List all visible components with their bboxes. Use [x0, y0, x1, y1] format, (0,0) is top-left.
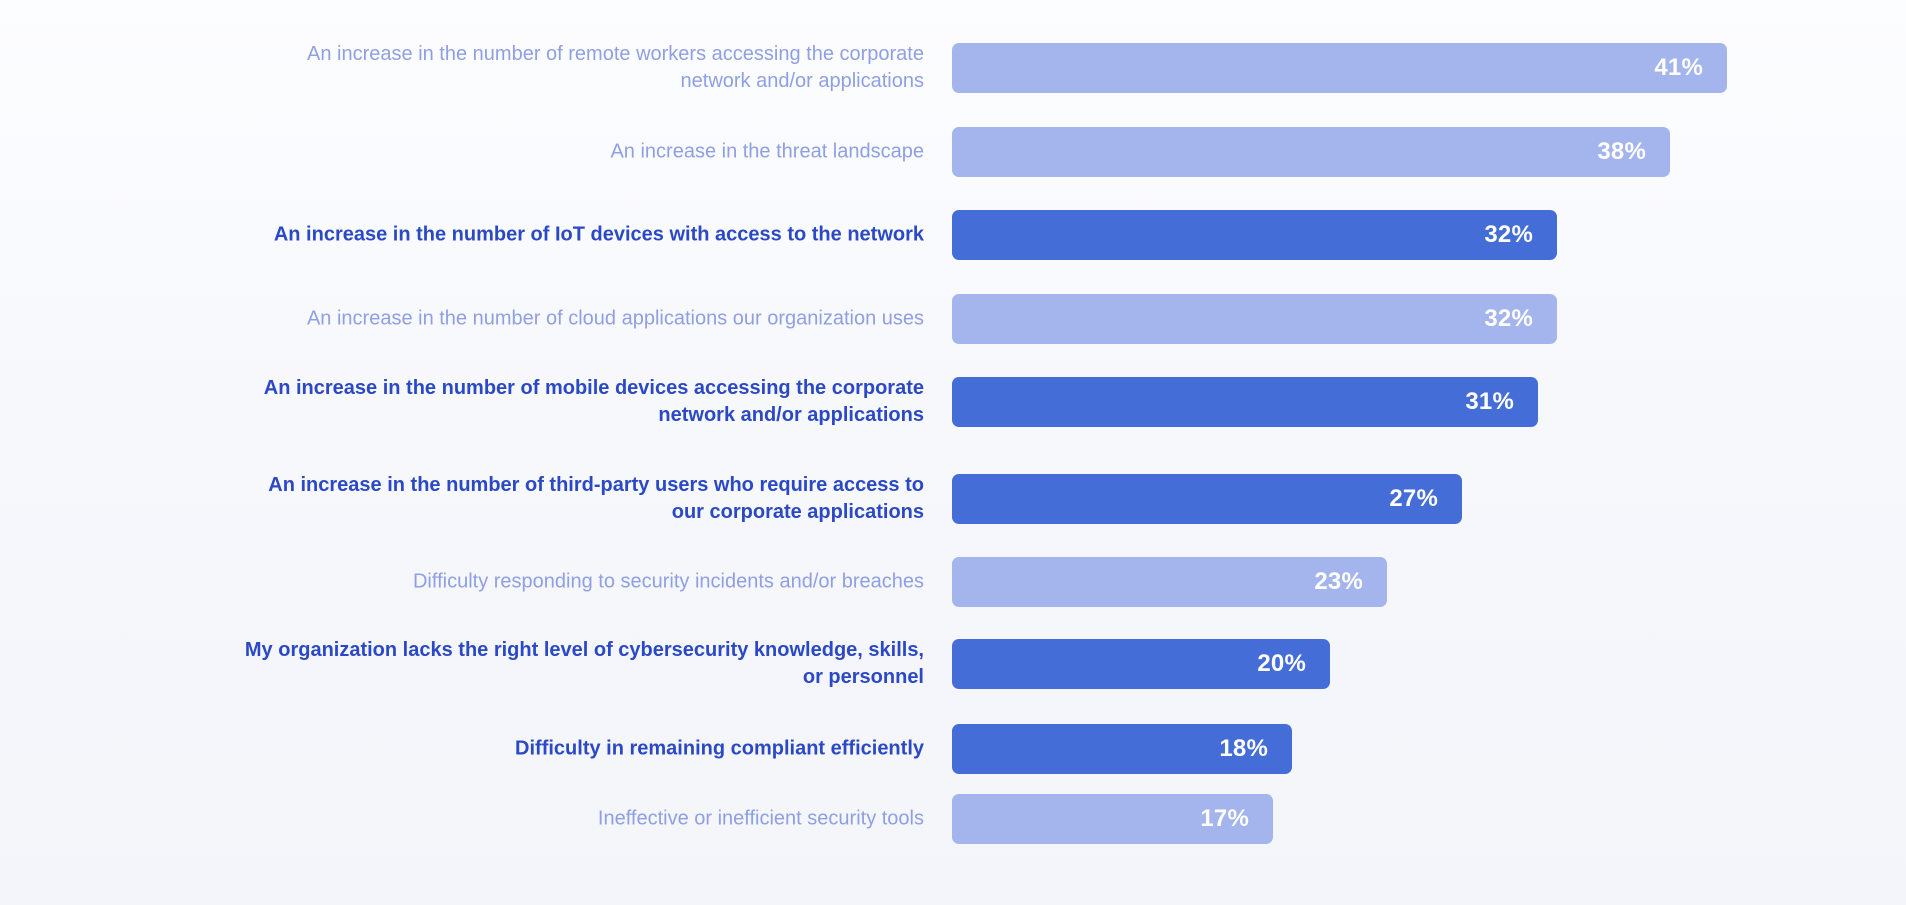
bar-value-label: 31%	[1465, 388, 1514, 415]
category-label: An increase in the number of third-party…	[268, 474, 924, 523]
bar: 20%	[952, 639, 1330, 689]
category-label: Difficulty responding to security incide…	[412, 570, 924, 593]
bar: 32%	[952, 294, 1557, 344]
category-label: An increase in the number of remote work…	[307, 43, 924, 92]
category-label: Difficulty in remaining compliant effici…	[515, 737, 924, 760]
bar: 32%	[952, 210, 1557, 260]
bar-value-label: 32%	[1484, 305, 1533, 332]
bar: 23%	[952, 557, 1387, 607]
category-label: An increase in the number of IoT devices…	[273, 223, 924, 246]
bar-value-label: 20%	[1257, 650, 1306, 677]
bar: 18%	[952, 724, 1292, 774]
bar-value-label: 32%	[1484, 221, 1533, 248]
bar: 41%	[952, 43, 1727, 93]
bar-value-label: 23%	[1314, 568, 1363, 595]
category-label: An increase in the threat landscape	[610, 140, 924, 163]
category-label: An increase in the number of mobile devi…	[263, 377, 924, 426]
bar-value-label: 38%	[1597, 138, 1646, 165]
category-label: My organization lacks the right level of…	[244, 639, 924, 688]
bar-value-label: 17%	[1200, 805, 1249, 832]
bar-value-label: 18%	[1219, 735, 1268, 762]
category-label: Ineffective or inefficient security tool…	[597, 807, 924, 830]
bar-value-label: 41%	[1654, 54, 1703, 81]
bar: 17%	[952, 794, 1273, 844]
bar: 31%	[952, 377, 1538, 427]
bar: 27%	[952, 474, 1462, 524]
bar: 38%	[952, 127, 1670, 177]
bar-value-label: 27%	[1389, 485, 1438, 512]
category-label: An increase in the number of cloud appli…	[306, 307, 924, 330]
